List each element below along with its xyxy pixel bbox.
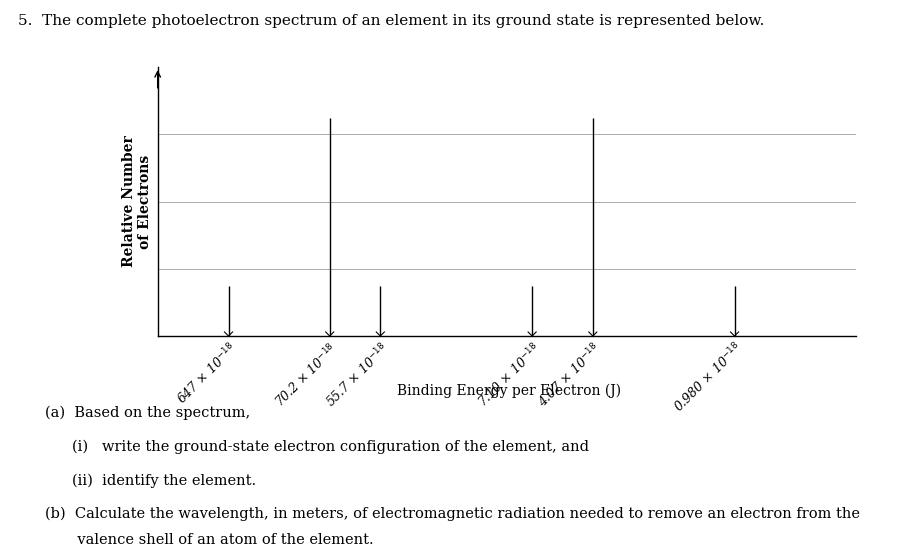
Text: (i)   write the ground-state electron configuration of the element, and: (i) write the ground-state electron conf… bbox=[72, 440, 589, 454]
Text: valence shell of an atom of the element.: valence shell of an atom of the element. bbox=[45, 533, 374, 547]
Text: (b)  Calculate the wavelength, in meters, of electromagnetic radiation needed to: (b) Calculate the wavelength, in meters,… bbox=[45, 507, 860, 521]
Text: (ii)  identify the element.: (ii) identify the element. bbox=[72, 473, 256, 488]
Y-axis label: Relative Number
of Electrons: Relative Number of Electrons bbox=[122, 136, 152, 268]
Text: (a)  Based on the spectrum,: (a) Based on the spectrum, bbox=[45, 406, 250, 421]
Text: Binding Energy per Electron (J): Binding Energy per Electron (J) bbox=[397, 384, 621, 398]
Text: 5.  The complete photoelectron spectrum of an element in its ground state is rep: 5. The complete photoelectron spectrum o… bbox=[18, 14, 764, 28]
